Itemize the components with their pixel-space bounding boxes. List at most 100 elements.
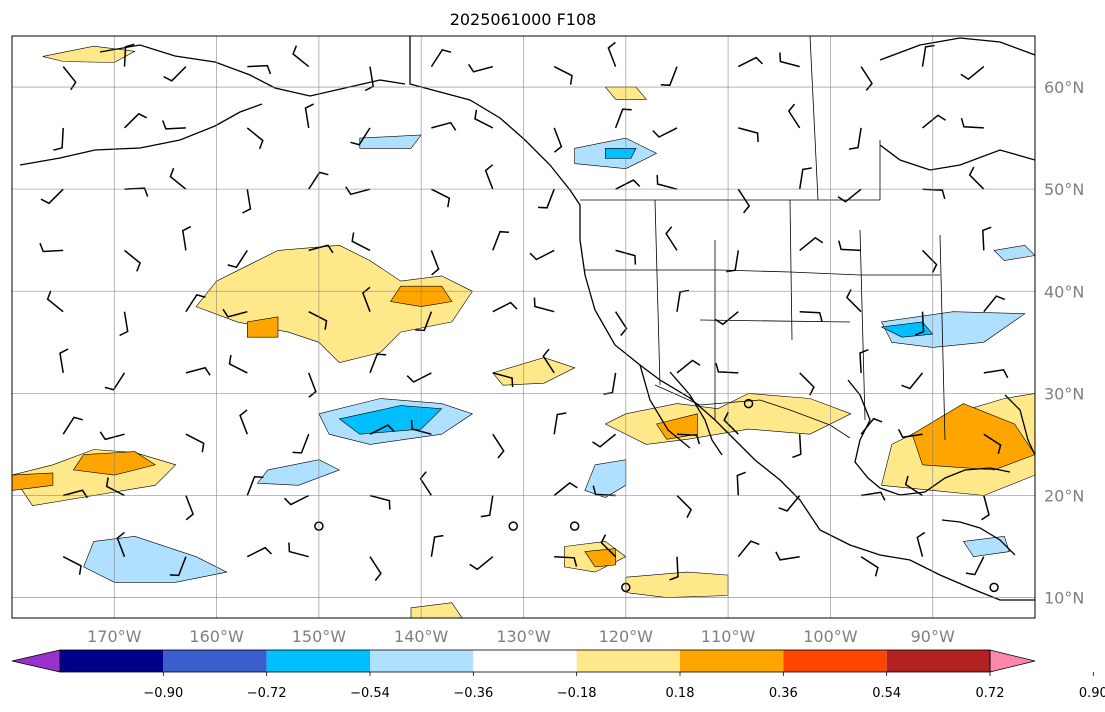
wind-barb-18 — [161, 120, 186, 130]
gridlines — [12, 36, 1035, 618]
contour-region-1 — [195, 244, 473, 364]
wind-barb-120 — [553, 481, 578, 497]
wind-barb-103 — [492, 433, 505, 459]
wind-barb-142 — [916, 531, 926, 557]
wind-barb-61 — [838, 240, 862, 252]
wind-barb-133 — [369, 556, 382, 581]
colorbar-segment-5 — [576, 650, 680, 672]
wind-barb-140 — [775, 551, 800, 561]
wind-barb-59 — [726, 250, 740, 273]
wind-barb-32 — [40, 188, 64, 205]
map-frame — [11, 35, 1036, 619]
wind-barb-118 — [419, 471, 433, 496]
colorbar-tick-label: 0.72 — [976, 686, 1005, 701]
wind-barb-39 — [484, 164, 494, 190]
colorbar-segment-6 — [680, 650, 784, 672]
map-area — [11, 35, 1036, 619]
wind-barb-108 — [792, 434, 802, 459]
wind-barb-36 — [308, 171, 329, 190]
wind-barb-27 — [738, 127, 759, 143]
wind-barb-77 — [845, 289, 862, 313]
wind-barb-41 — [615, 179, 641, 190]
contour-region-15 — [656, 413, 698, 440]
wind-barb-54 — [430, 250, 440, 276]
wind-barb-132 — [288, 542, 309, 558]
lon-tick-label: 110°W — [701, 627, 756, 646]
lon-tick-label: 130°W — [496, 627, 551, 646]
wind-barb-20 — [304, 103, 314, 129]
wind-barb-106 — [676, 433, 701, 445]
colorbar-segment-8 — [886, 650, 990, 672]
wind-barb-38 — [431, 188, 451, 208]
wind-barb-22 — [431, 121, 457, 131]
lon-tick-label: 160°W — [189, 627, 244, 646]
wind-barb-24 — [553, 127, 563, 153]
wind-barb-8 — [553, 65, 573, 85]
wind-barb-14 — [921, 44, 935, 67]
wind-barb-93 — [859, 349, 869, 373]
wind-barb-123 — [736, 471, 746, 496]
wind-barb-66 — [185, 294, 206, 313]
colorbar-segment-2 — [266, 650, 370, 672]
wind-barb-11 — [737, 56, 764, 68]
lat-tick-label: 50°N — [1044, 180, 1084, 199]
lon-tick-label: 140°W — [394, 627, 449, 646]
colorbar-extend-low — [11, 649, 61, 673]
lat-tick-label: 20°N — [1044, 486, 1084, 505]
wind-barb-3 — [247, 64, 272, 75]
lat-tick-label: 10°N — [1044, 589, 1084, 608]
colorbar-extend-high — [989, 649, 1036, 673]
wind-barb-134 — [430, 534, 444, 557]
wind-barb-76 — [799, 310, 823, 322]
wind-barb-99 — [239, 409, 248, 435]
lat-tick-labels: 10°N 20°N 30°N 40°N 50°N 60°N — [1044, 78, 1084, 608]
wind-barb-75 — [714, 311, 739, 326]
lat-tick-label: 60°N — [1044, 78, 1084, 97]
wind-barb-119 — [480, 495, 494, 518]
wind-barb-42 — [656, 174, 678, 190]
wind-barb-98 — [185, 433, 205, 453]
colorbar-frame — [59, 649, 991, 673]
colorbar-segment-3 — [370, 650, 474, 672]
wind-barb-29 — [848, 127, 862, 150]
contour-region-11 — [247, 316, 279, 338]
calm-marker-1 — [508, 521, 519, 531]
wind-barb-21 — [350, 127, 371, 146]
lon-tick-label: 170°W — [87, 627, 142, 646]
lat-tick-label: 40°N — [1044, 282, 1084, 301]
wind-barb-25 — [614, 108, 632, 129]
wind-barb-4 — [292, 45, 310, 68]
contour-region-9 — [410, 602, 463, 618]
wind-barb-1 — [123, 43, 135, 67]
lon-tick-label: 120°W — [599, 627, 654, 646]
wind-barb-78 — [914, 311, 925, 336]
wind-barb-101 — [369, 424, 395, 435]
wind-barb-88 — [542, 348, 555, 374]
wind-barb-117 — [369, 494, 391, 510]
colorbar-tick-label: 0.36 — [769, 686, 798, 701]
wind-barb-115 — [246, 476, 264, 496]
colorbar-tick-label: −0.18 — [557, 686, 597, 701]
wind-barb-126 — [904, 475, 923, 497]
wind-barbs — [39, 41, 1009, 581]
colorbar-tick-label: 0.54 — [872, 686, 901, 701]
wind-barb-23 — [474, 109, 494, 129]
wind-barb-72 — [533, 297, 555, 313]
wind-barb-136 — [554, 555, 578, 567]
wind-barb-17 — [123, 112, 148, 129]
wind-barb-110 — [897, 428, 923, 439]
wind-barb-104 — [553, 412, 567, 435]
wind-barb-9 — [607, 41, 617, 67]
wind-barb-97 — [99, 431, 125, 441]
contour-region-21 — [881, 311, 1026, 348]
contour-region-22 — [584, 459, 627, 498]
wind-barb-64 — [46, 290, 64, 313]
wind-barb-51 — [227, 249, 248, 269]
wind-barb-83 — [228, 354, 248, 374]
wind-barb-122 — [676, 494, 693, 518]
wind-barb-40 — [537, 188, 555, 209]
contour-region-25 — [993, 244, 1035, 261]
chart-title: 2025061000 F108 — [450, 10, 597, 29]
wind-barb-96 — [62, 416, 83, 435]
wind-barb-130 — [169, 556, 187, 577]
